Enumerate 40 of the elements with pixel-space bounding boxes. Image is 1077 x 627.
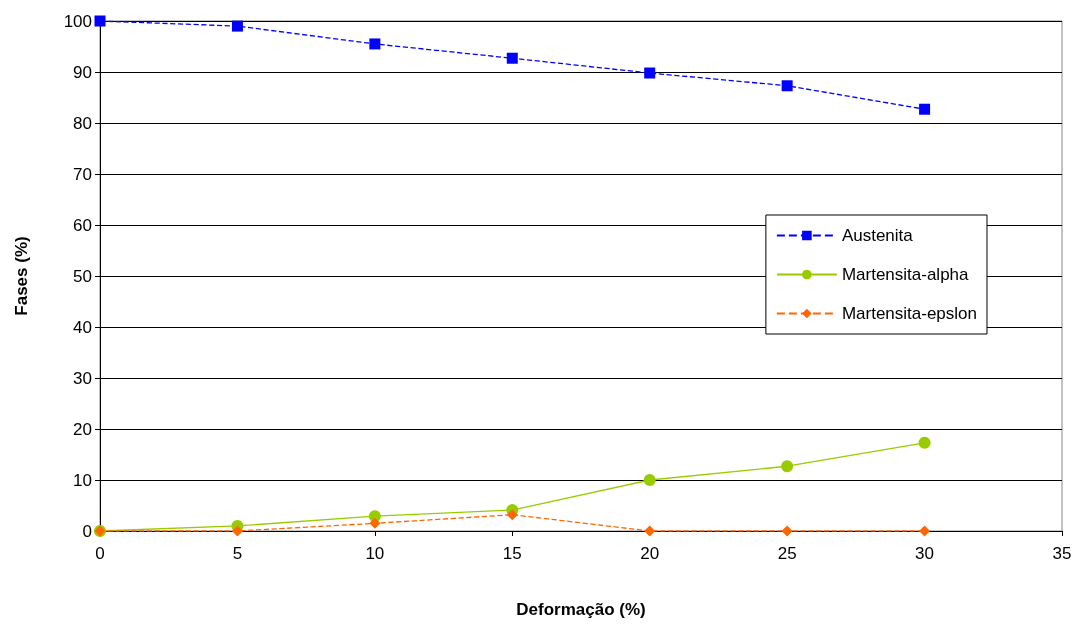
x-tick-label: 5 bbox=[232, 544, 243, 563]
y-tick-label: 0 bbox=[82, 521, 92, 541]
x-tick-label: 25 bbox=[777, 544, 797, 563]
x-tick-label: 0 bbox=[95, 544, 105, 563]
y-tick-label: 10 bbox=[73, 470, 92, 490]
point bbox=[506, 52, 518, 64]
point bbox=[919, 103, 931, 115]
point bbox=[918, 436, 931, 449]
y-tick-label: 90 bbox=[73, 62, 92, 82]
point bbox=[506, 509, 518, 521]
y-tick-label: 70 bbox=[73, 164, 92, 184]
point bbox=[781, 460, 794, 473]
y-tick-label: 40 bbox=[73, 317, 92, 337]
x-tick-label: 35 bbox=[1052, 544, 1072, 563]
y-tick-label: 30 bbox=[73, 368, 92, 388]
x-axis-title: Deformação (%) bbox=[516, 600, 646, 619]
y-tick-label: 60 bbox=[73, 215, 92, 235]
x-tick-label: 20 bbox=[640, 544, 660, 563]
x-tick-label: 10 bbox=[365, 544, 385, 563]
x-tick-label: 15 bbox=[502, 544, 522, 563]
y-tick-label: 20 bbox=[73, 419, 92, 439]
point bbox=[644, 67, 656, 79]
legend-label: Martensita-epslon bbox=[841, 304, 977, 323]
x-tick-label: 30 bbox=[915, 544, 935, 563]
y-tick-label: 100 bbox=[63, 11, 92, 31]
point bbox=[369, 38, 381, 50]
point bbox=[781, 80, 793, 92]
point bbox=[231, 20, 243, 32]
point bbox=[369, 517, 381, 529]
y-axis-title: Fases (%) bbox=[12, 236, 31, 316]
y-tick-label: 80 bbox=[73, 113, 92, 133]
y-tick-label: 50 bbox=[73, 266, 92, 286]
point bbox=[781, 525, 793, 537]
point bbox=[643, 474, 656, 486]
legend-label: Austenita bbox=[841, 226, 914, 245]
point bbox=[231, 525, 243, 537]
legend-label: Martensita-alpha bbox=[841, 265, 970, 284]
point bbox=[919, 525, 931, 537]
point bbox=[94, 15, 106, 27]
point bbox=[644, 525, 656, 537]
